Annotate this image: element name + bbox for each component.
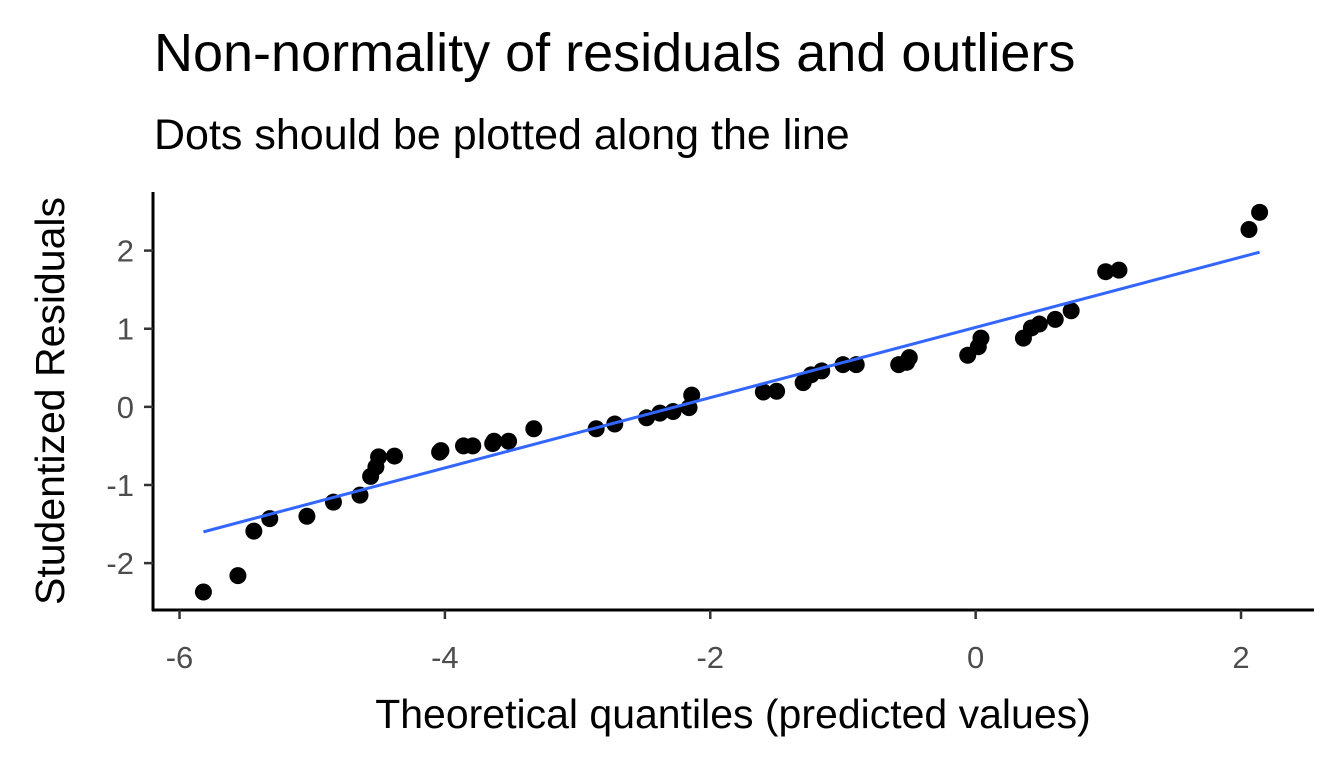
data-point-2 [245, 522, 263, 540]
y-tick-label: 2 [117, 234, 134, 269]
data-point-16 [485, 432, 503, 450]
data-point-25 [683, 386, 701, 404]
x-axis-title: Theoretical quantiles (predicted values) [375, 691, 1091, 737]
data-point-44 [1097, 263, 1115, 281]
data-point-10 [385, 447, 403, 465]
y-tick-label: 0 [117, 390, 134, 425]
data-point-4 [298, 507, 316, 525]
data-point-45 [1110, 261, 1128, 279]
chart-subtitle: Dots should be plotted along the line [154, 111, 850, 159]
y-axis-title: Studentized Residuals [27, 197, 73, 605]
data-point-41 [1030, 315, 1048, 333]
points-layer [194, 203, 1269, 601]
data-point-42 [1046, 310, 1064, 328]
x-ticks: -6 -4 -2 0 2 [166, 610, 1250, 675]
y-ticks: -2 -1 0 1 2 [106, 234, 153, 581]
x-tick-label: -4 [431, 640, 459, 675]
data-point-0 [194, 583, 212, 601]
data-point-38 [972, 329, 990, 347]
data-point-14 [464, 437, 482, 455]
data-point-46 [1240, 221, 1258, 239]
x-tick-label: 0 [967, 640, 984, 675]
x-tick-label: -6 [166, 640, 194, 675]
reference-line [203, 250, 1260, 534]
x-tick-label: -2 [696, 640, 724, 675]
y-tick-label: 1 [117, 312, 134, 347]
data-point-27 [768, 382, 786, 400]
data-point-43 [1062, 302, 1080, 320]
data-point-47 [1251, 203, 1269, 221]
y-tick-label: -1 [106, 468, 134, 503]
data-point-1 [229, 567, 247, 585]
x-tick-label: 2 [1232, 640, 1249, 675]
data-point-12 [432, 442, 450, 460]
reference-line-layer [203, 250, 1260, 534]
data-point-35 [900, 349, 918, 367]
data-point-18 [525, 420, 543, 438]
y-tick-label: -2 [106, 546, 134, 581]
chart-title: Non-normality of residuals and outliers [154, 23, 1076, 83]
data-point-9 [370, 448, 388, 466]
data-point-26 [754, 383, 772, 401]
data-point-17 [500, 432, 518, 450]
